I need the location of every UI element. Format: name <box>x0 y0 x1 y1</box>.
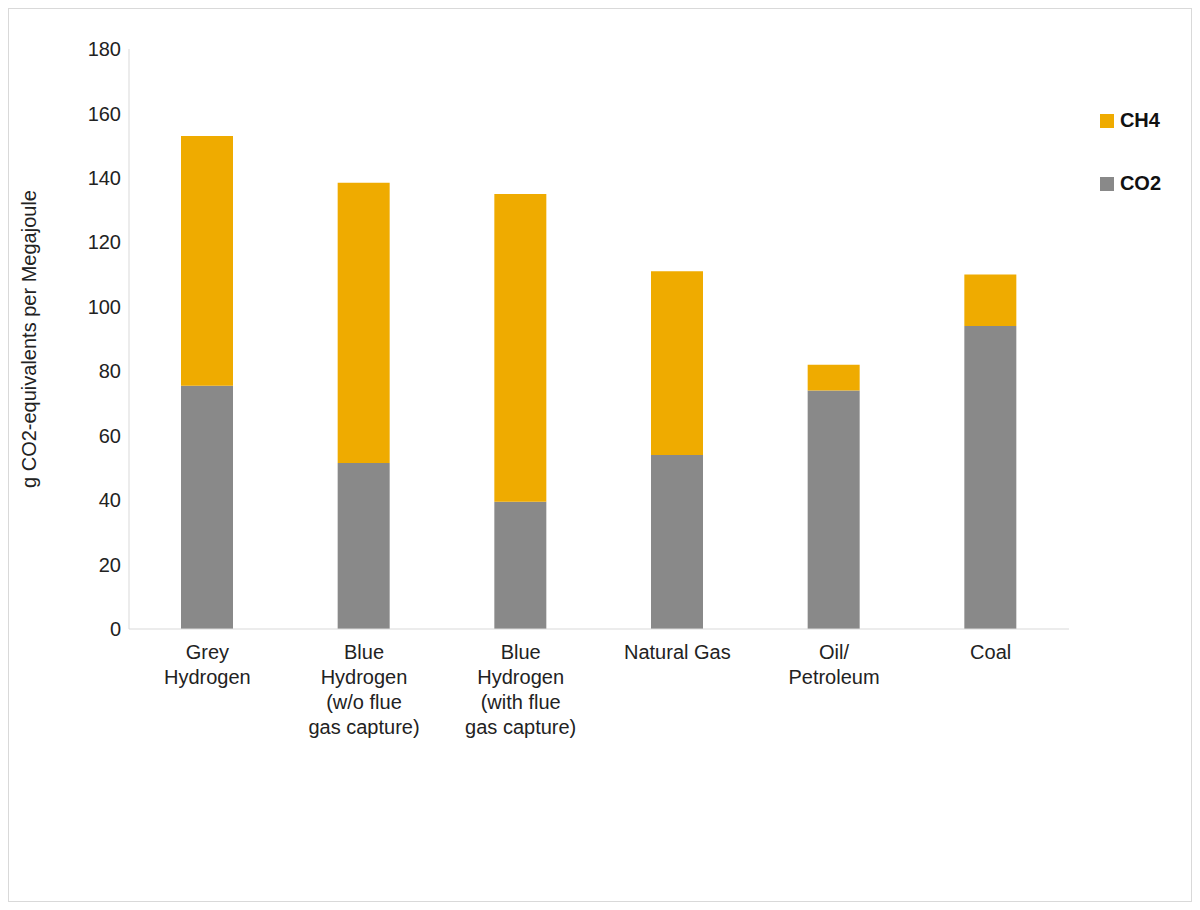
svg-text:BlueHydrogen(w/o fluegas captu: BlueHydrogen(w/o fluegas capture) <box>308 641 419 738</box>
html-text:CO2: CO2 <box>1119 172 1161 194</box>
svg-text:60: 60 <box>99 425 121 447</box>
svg-text:0: 0 <box>110 618 121 640</box>
html-text:CH4: CH4 <box>1119 109 1160 131</box>
svg-text:Coal: Coal <box>970 641 1011 663</box>
svg-text:g CO2-equivalents per Megajoul: g CO2-equivalents per Megajoule <box>18 190 40 488</box>
svg-text:Oil/Petroleum: Oil/Petroleum <box>788 641 879 688</box>
svg-text:40: 40 <box>99 489 121 511</box>
svg-text:GreyHydrogen: GreyHydrogen <box>164 641 251 688</box>
svg-text:100: 100 <box>88 296 121 318</box>
svg-text:180: 180 <box>88 38 121 60</box>
svg-text:120: 120 <box>88 231 121 253</box>
svg-text:140: 140 <box>88 167 121 189</box>
svg-text:BlueHydrogen(with fluegas capt: BlueHydrogen(with fluegas capture) <box>465 641 576 738</box>
svg-text:160: 160 <box>88 103 121 125</box>
svg-text:80: 80 <box>99 360 121 382</box>
svg-text:20: 20 <box>99 554 121 576</box>
svg-text:Natural Gas: Natural Gas <box>624 641 731 663</box>
